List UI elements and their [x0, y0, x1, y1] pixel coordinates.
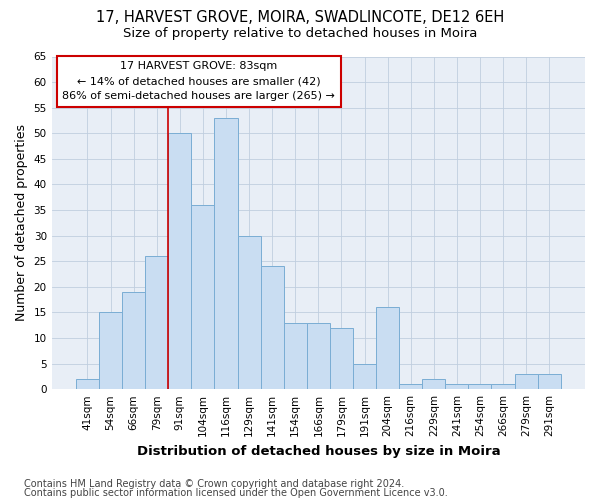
- Text: Contains public sector information licensed under the Open Government Licence v3: Contains public sector information licen…: [24, 488, 448, 498]
- Bar: [284, 322, 307, 389]
- Text: 17, HARVEST GROVE, MOIRA, SWADLINCOTE, DE12 6EH: 17, HARVEST GROVE, MOIRA, SWADLINCOTE, D…: [96, 10, 504, 25]
- Bar: [76, 379, 99, 389]
- Bar: [538, 374, 561, 389]
- Bar: [491, 384, 515, 389]
- Y-axis label: Number of detached properties: Number of detached properties: [15, 124, 28, 322]
- Bar: [330, 328, 353, 389]
- Bar: [399, 384, 422, 389]
- Text: Size of property relative to detached houses in Moira: Size of property relative to detached ho…: [123, 28, 477, 40]
- Bar: [260, 266, 284, 389]
- Bar: [422, 379, 445, 389]
- Bar: [376, 308, 399, 389]
- Bar: [238, 236, 260, 389]
- Bar: [214, 118, 238, 389]
- Bar: [353, 364, 376, 389]
- Bar: [191, 205, 214, 389]
- Text: 17 HARVEST GROVE: 83sqm
← 14% of detached houses are smaller (42)
86% of semi-de: 17 HARVEST GROVE: 83sqm ← 14% of detache…: [62, 62, 335, 101]
- Bar: [99, 312, 122, 389]
- Bar: [469, 384, 491, 389]
- Bar: [307, 322, 330, 389]
- Bar: [445, 384, 469, 389]
- Bar: [122, 292, 145, 389]
- Bar: [168, 134, 191, 389]
- Bar: [515, 374, 538, 389]
- Text: Contains HM Land Registry data © Crown copyright and database right 2024.: Contains HM Land Registry data © Crown c…: [24, 479, 404, 489]
- Bar: [145, 256, 168, 389]
- X-axis label: Distribution of detached houses by size in Moira: Distribution of detached houses by size …: [137, 444, 500, 458]
